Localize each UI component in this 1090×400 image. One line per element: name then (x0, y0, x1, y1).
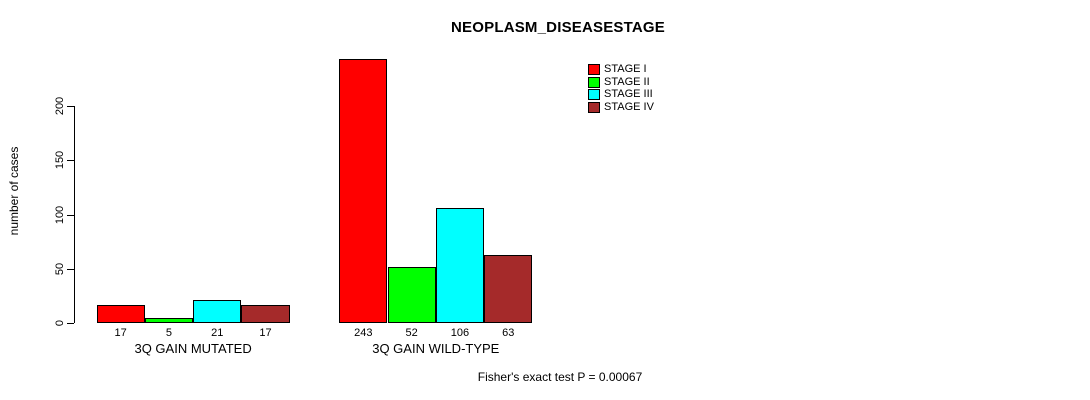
group-label: 3Q GAIN MUTATED (134, 341, 252, 356)
y-axis-tick-label: 50 (54, 262, 66, 275)
y-axis-tick (67, 106, 74, 107)
y-axis-tick (67, 214, 74, 216)
legend-item-label: STAGE IV (604, 101, 654, 114)
bar-stage-iii (193, 300, 242, 323)
chart-title: NEOPLASM_DISEASESTAGE (451, 19, 665, 36)
bar-stage-iii (435, 207, 485, 323)
y-axis-label: number of cases (7, 146, 21, 236)
y-axis-tick-label: 200 (54, 96, 66, 116)
y-axis-tick (67, 323, 74, 324)
bar-value-label: 243 (354, 327, 373, 339)
legend-item: STAGE I (588, 63, 654, 76)
group-label: 3Q GAIN WILD-TYPE (372, 341, 500, 356)
legend-color-swatch (588, 63, 600, 75)
legend-color-swatch (588, 76, 600, 88)
y-axis-tick-label: 100 (54, 205, 66, 224)
y-axis-tick-label: 0 (54, 319, 66, 327)
bar-stage-iv (484, 254, 533, 323)
bar-value-label: 63 (502, 327, 515, 339)
bar-stage-ii (387, 266, 436, 323)
footnote-text: Fisher's exact test P = 0.00067 (477, 370, 643, 384)
legend-item-label: STAGE I (604, 62, 647, 75)
bar-stage-i (339, 59, 388, 323)
y-axis-tick-label: 150 (54, 151, 66, 170)
bar-value-label: 21 (211, 327, 224, 339)
bar-value-label: 52 (405, 327, 418, 339)
legend-item: STAGE IV (588, 101, 654, 114)
legend-color-swatch (588, 89, 600, 101)
bar-value-label: 106 (450, 327, 470, 339)
bar-stage-iv (241, 304, 290, 323)
legend-item-label: STAGE II (604, 75, 650, 88)
bar-value-label: 17 (114, 327, 127, 339)
bar-stage-i (96, 304, 145, 323)
bar-stage-ii (144, 317, 194, 323)
legend-item: STAGE III (588, 89, 654, 102)
y-axis-line (74, 106, 75, 323)
legend: STAGE I STAGE II STAGE III STAGE IV (588, 63, 654, 114)
y-axis-tick (67, 268, 74, 270)
bar-value-label: 17 (259, 327, 272, 339)
legend-item-label: STAGE III (604, 88, 653, 101)
bar-value-label: 5 (165, 327, 172, 339)
y-axis-tick (67, 160, 74, 162)
legend-item: STAGE II (588, 76, 654, 89)
legend-color-swatch (588, 102, 600, 114)
